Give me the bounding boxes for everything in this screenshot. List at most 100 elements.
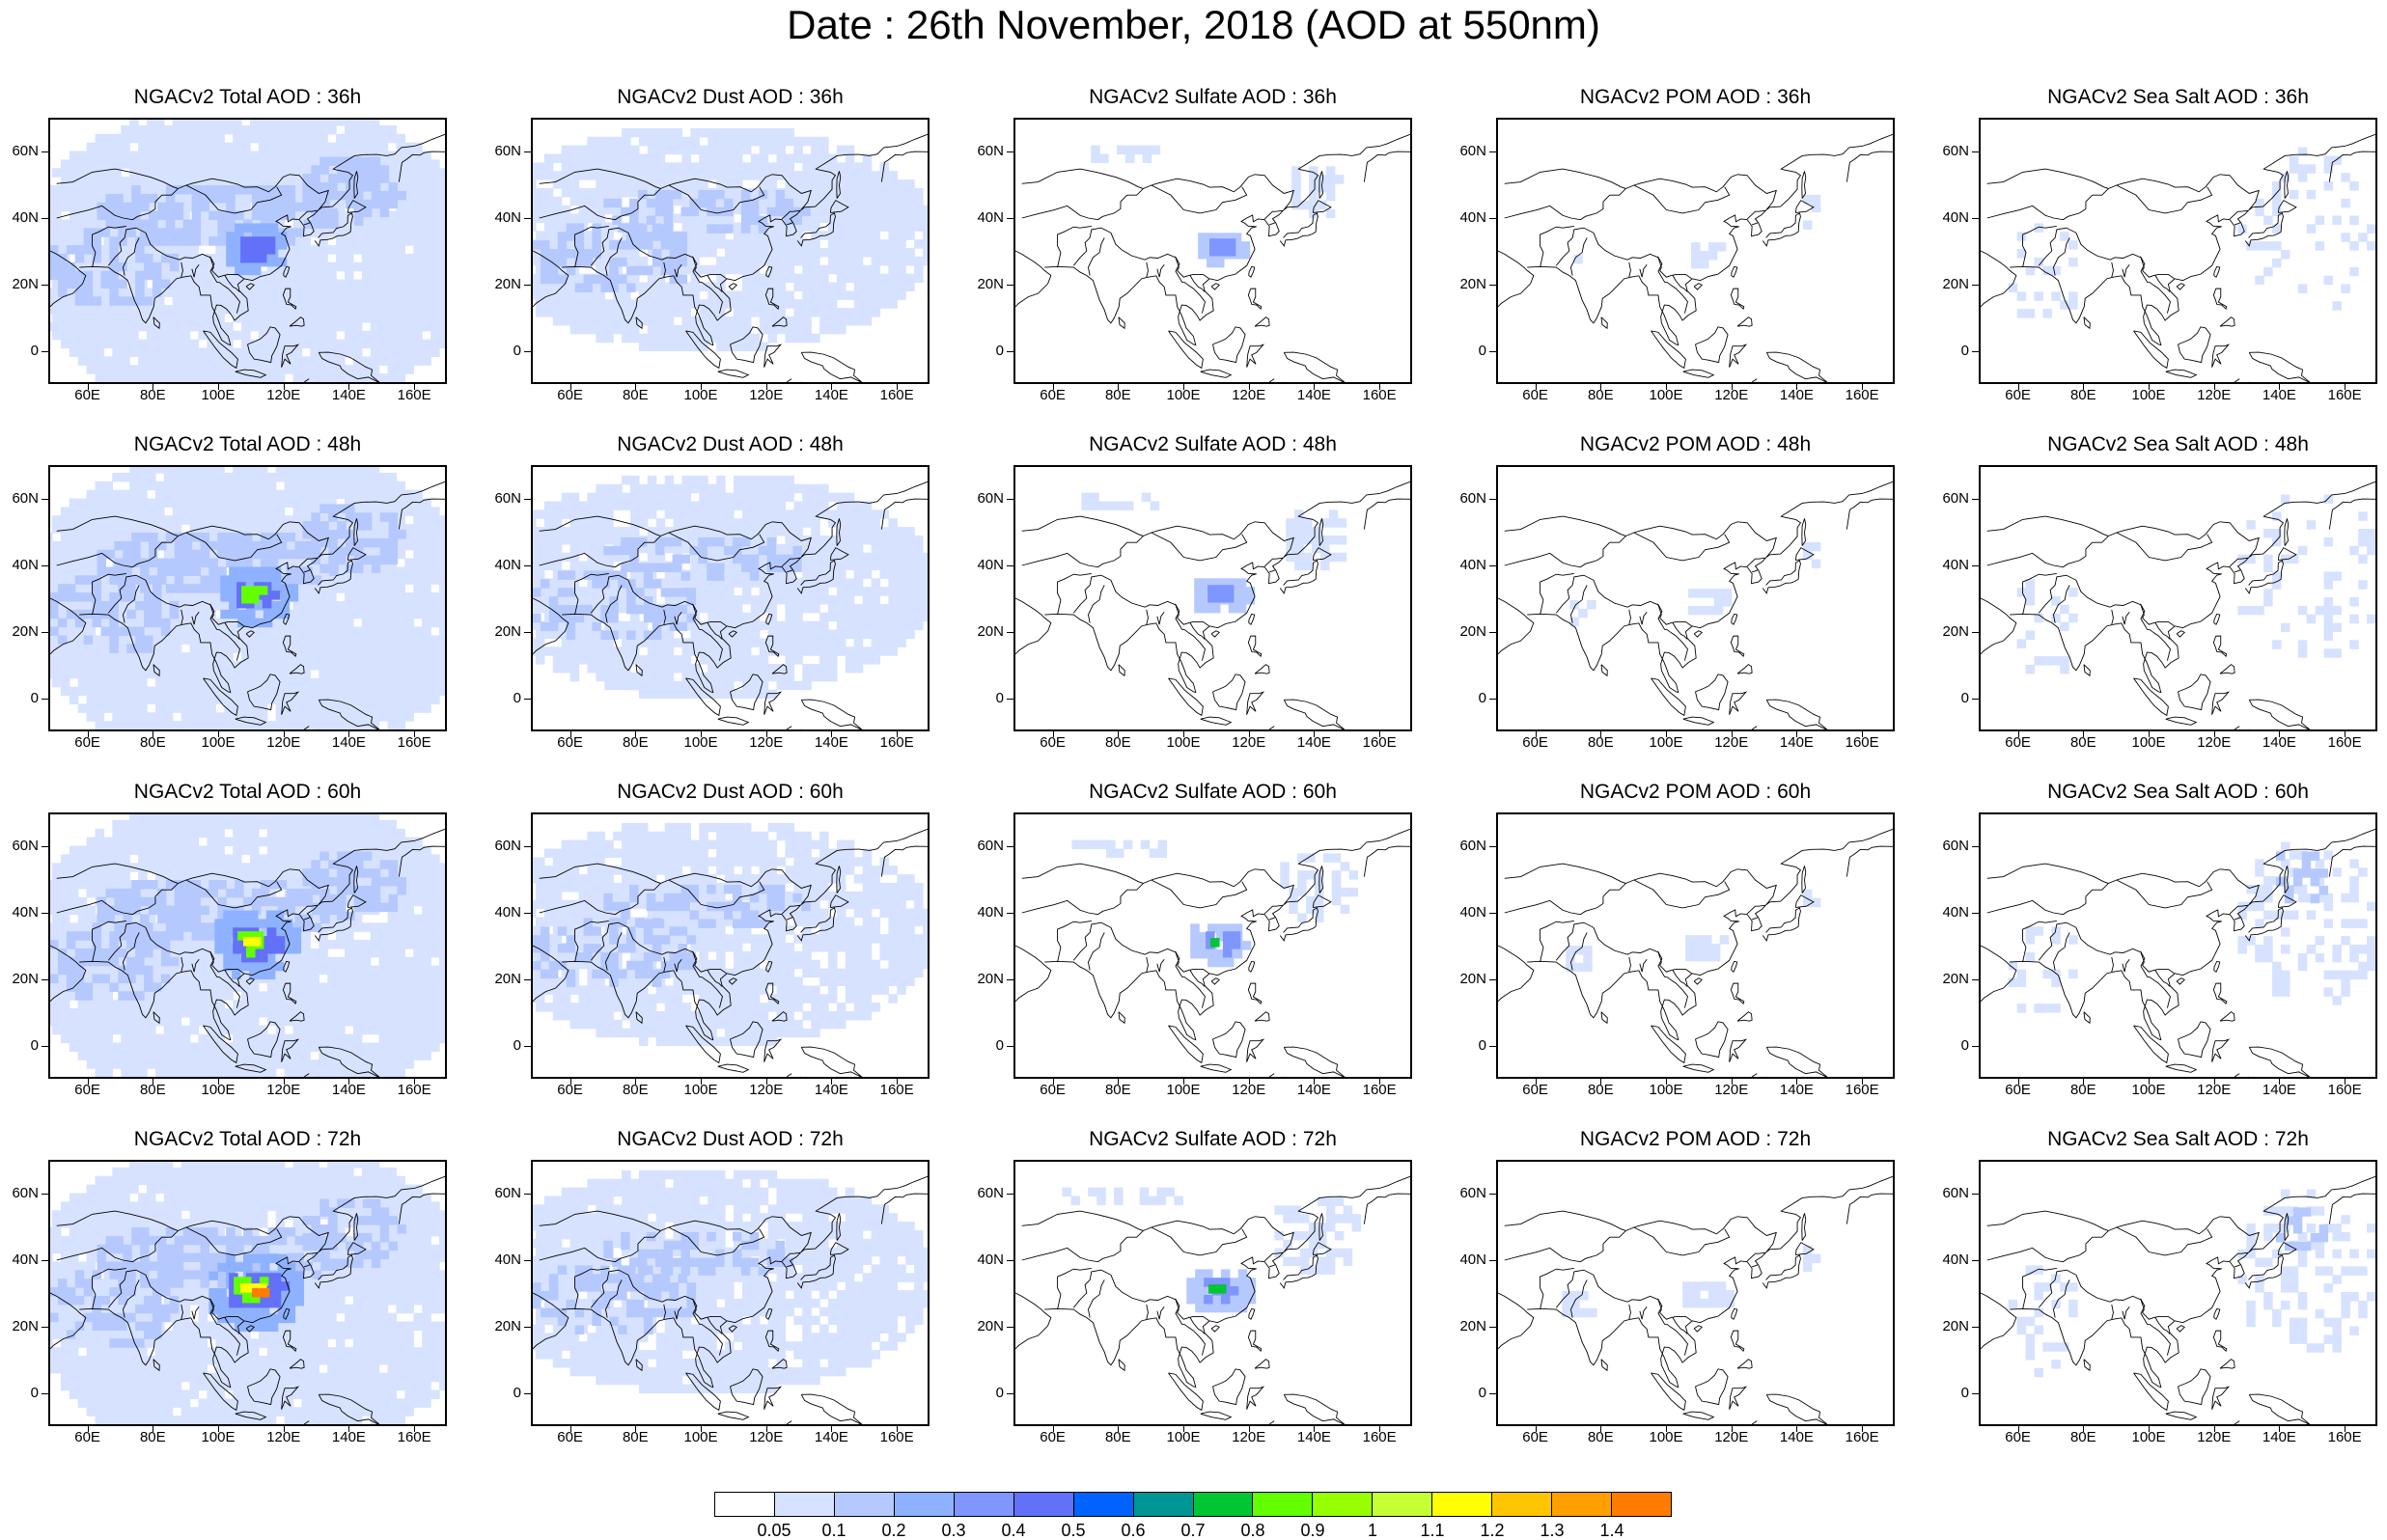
lon-tick — [1052, 1426, 1054, 1432]
lon-tick — [2213, 1426, 2215, 1432]
coastlines — [50, 1175, 445, 1424]
coastlines — [1498, 133, 1893, 382]
lat-tick — [1007, 1193, 1013, 1195]
lon-tick-label: 100E — [683, 1082, 718, 1098]
lat-tick-label: 20N — [1942, 275, 1969, 292]
lat-tick-label: 60N — [1942, 837, 1969, 854]
lat-tick-label: 60N — [977, 142, 1004, 159]
panel-title: NGACv2 Sea Salt AOD : 72h — [2047, 1128, 2309, 1150]
lon-tick-label: 100E — [1649, 1429, 1683, 1445]
lon-tick-label: 160E — [2327, 1082, 2362, 1098]
lat-tick-label: 60N — [12, 1184, 39, 1201]
map-frame — [1013, 465, 1412, 731]
lon-tick-label: 60E — [1522, 1082, 1548, 1098]
lon-tick-label: 100E — [1166, 387, 1201, 403]
lon-tick-label: 60E — [1040, 387, 1066, 403]
map-frame — [1496, 118, 1895, 384]
aod-map — [1498, 133, 1893, 382]
lat-tick — [1007, 151, 1013, 152]
lon-tick — [218, 731, 220, 737]
lon-tick-label: 120E — [1232, 387, 1266, 403]
colorbar-label: 0.05 — [757, 1521, 791, 1540]
aod-map — [1981, 481, 2375, 729]
lon-tick — [1600, 1079, 1602, 1085]
lat-tick-label: 40N — [1459, 208, 1486, 226]
colorbar-swatch — [1013, 1493, 1074, 1516]
lon-tick — [2083, 1079, 2085, 1085]
lon-tick-label: 160E — [397, 1429, 431, 1445]
lon-tick-label: 120E — [1714, 1082, 1749, 1098]
lat-tick — [42, 1045, 48, 1047]
map-panel: NGACv2 POM AOD : 36h 60N 40N 20N 0 60E 80E 100E… — [1448, 85, 1930, 413]
lon-tick — [1535, 384, 1537, 390]
lon-tick — [1796, 731, 1798, 737]
lat-tick-label: 40N — [1942, 208, 1969, 226]
lon-tick — [2017, 384, 2019, 390]
lon-tick-label: 60E — [2005, 1429, 2031, 1445]
lon-tick-label: 120E — [749, 1429, 784, 1445]
lon-tick-label: 120E — [1714, 734, 1749, 751]
lon-tick-label: 80E — [139, 1429, 166, 1445]
lon-tick-label: 60E — [1040, 1429, 1066, 1445]
lat-tick-label: 20N — [1459, 275, 1486, 292]
lat-tick — [1007, 1045, 1013, 1047]
map-frame — [48, 118, 447, 384]
map-frame — [48, 1160, 447, 1426]
lon-tick-label: 140E — [1779, 387, 1814, 403]
panel-title: NGACv2 Sea Salt AOD : 60h — [2047, 781, 2309, 803]
lon-tick — [1862, 1426, 1864, 1432]
aod-shading — [1566, 889, 1821, 973]
colorbar-swatch — [834, 1493, 895, 1516]
map-panel: NGACv2 Sea Salt AOD : 60h 60N 40N 20N 0 60E 80… — [1930, 780, 2387, 1108]
lon-tick-label: 100E — [1166, 734, 1201, 751]
lat-tick — [524, 1045, 531, 1047]
lon-tick-label: 160E — [1845, 387, 1879, 403]
lat-tick — [524, 631, 531, 633]
lat-tick-label: 40N — [494, 903, 521, 921]
lon-tick-label: 160E — [879, 1429, 914, 1445]
lon-tick — [1862, 1079, 1864, 1085]
map-frame — [531, 465, 930, 731]
lat-tick — [1489, 564, 1496, 566]
lon-tick — [2213, 1079, 2215, 1085]
aod-map — [1498, 1175, 1893, 1424]
lat-tick-label: 0 — [513, 342, 521, 359]
map-frame — [1979, 465, 2377, 731]
lat-tick-label: 40N — [494, 208, 521, 226]
aod-shading — [50, 1162, 445, 1424]
colorbar-swatch — [715, 1493, 775, 1516]
lat-tick-label: 0 — [30, 1384, 39, 1401]
coastlines — [1015, 481, 1410, 729]
lat-tick-label: 60N — [977, 489, 1004, 507]
lon-tick — [1052, 384, 1054, 390]
panel-title: NGACv2 Dust AOD : 72h — [617, 1128, 844, 1150]
lat-tick-label: 0 — [995, 1036, 1004, 1054]
lat-tick-label: 40N — [1942, 1251, 1969, 1268]
map-panel: NGACv2 Total AOD : 72h 60N 40N 20N 0 60E 80E 10… — [0, 1127, 483, 1455]
lon-tick — [2083, 384, 2085, 390]
lat-tick — [1972, 151, 1979, 152]
colorbar-swatch — [1253, 1493, 1314, 1516]
lon-tick-label: 140E — [814, 1429, 848, 1445]
lat-tick — [1972, 698, 1979, 700]
lon-tick — [2213, 384, 2215, 390]
aod-shading — [2008, 1189, 2375, 1378]
lon-tick — [569, 1079, 571, 1085]
lon-tick — [1052, 731, 1054, 737]
lon-tick-label: 80E — [1104, 387, 1131, 403]
lon-tick — [1600, 384, 1602, 390]
lat-tick — [1007, 284, 1013, 286]
lon-tick-label: 120E — [2197, 1082, 2232, 1098]
lat-tick-label: 60N — [1459, 1184, 1486, 1201]
aod-shading — [533, 1169, 928, 1394]
panel-title: NGACv2 Total AOD : 60h — [133, 781, 362, 803]
lat-tick-label: 20N — [977, 1317, 1004, 1334]
lat-tick-label: 0 — [1478, 689, 1486, 706]
lon-tick-label: 120E — [266, 387, 301, 403]
aod-shading — [50, 467, 445, 729]
lat-tick — [1972, 912, 1979, 914]
map-panel: NGACv2 Sulfate AOD : 48h 60N 40N 20N 0 60E 80E… — [965, 432, 1448, 760]
lon-tick-label: 100E — [1649, 387, 1683, 403]
map-frame — [48, 812, 447, 1079]
lat-tick — [42, 845, 48, 847]
